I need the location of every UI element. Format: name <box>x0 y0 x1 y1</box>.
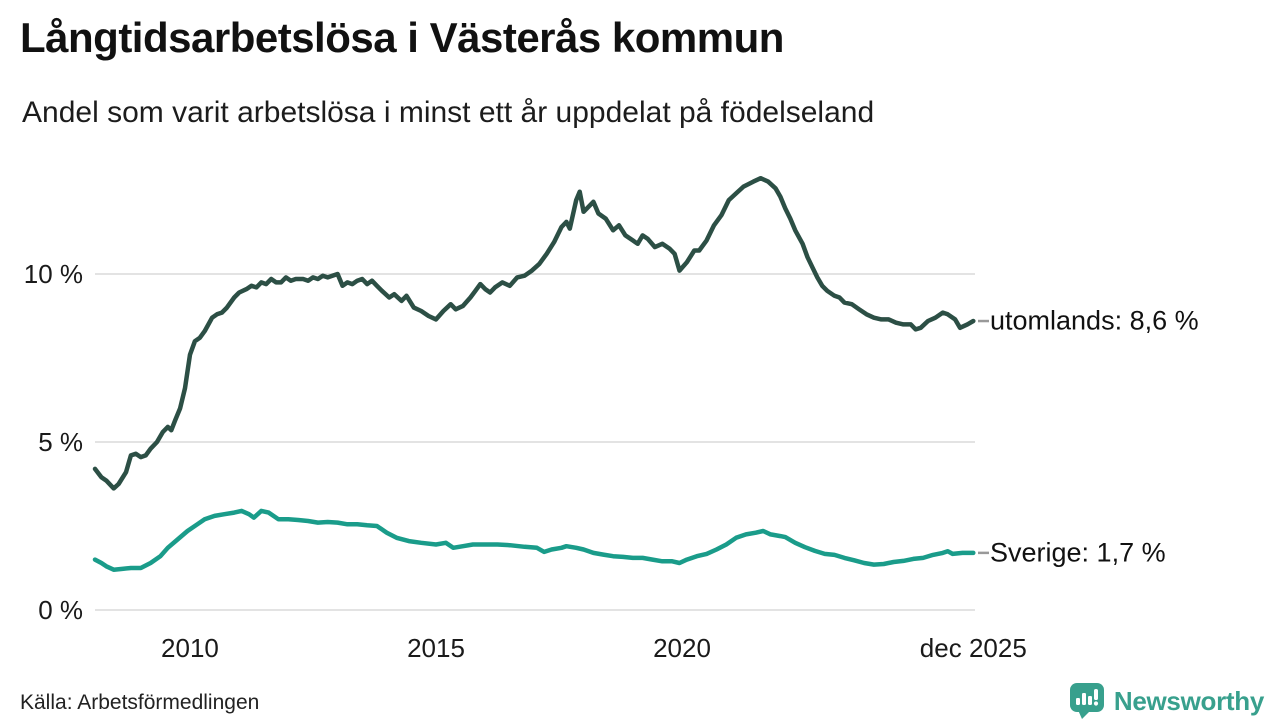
newsworthy-wordmark: Newsworthy <box>1113 685 1264 716</box>
series-line-utomlands <box>92 175 976 491</box>
x-axis-label: 2015 <box>407 633 465 663</box>
series-label-utomlands: utomlands: 8,6 % <box>990 305 1199 336</box>
bar-chart-icon <box>1075 698 1080 705</box>
x-axis-label: 2010 <box>161 633 219 663</box>
page-subtitle: Andel som varit arbetslösa i minst ett å… <box>22 96 875 129</box>
x-axis-label: dec 2025 <box>920 633 1027 663</box>
series-label-sverige: Sverige: 1,7 % <box>990 537 1166 568</box>
y-axis-label: 5 % <box>38 427 83 457</box>
series-line-sverige <box>92 508 976 572</box>
x-axis-label: 2020 <box>653 633 711 663</box>
y-axis-label: 0 % <box>38 595 83 625</box>
page-title: Långtidsarbetslösa i Västerås kommun <box>20 14 784 61</box>
y-axis-label: 10 % <box>24 259 83 289</box>
newsworthy-logo-icon <box>1069 683 1104 719</box>
newsworthy-logo[interactable]: Newsworthy <box>1069 681 1264 721</box>
exclamation-icon <box>1093 689 1098 700</box>
source-note: Källa: Arbetsförmedlingen <box>20 691 260 714</box>
